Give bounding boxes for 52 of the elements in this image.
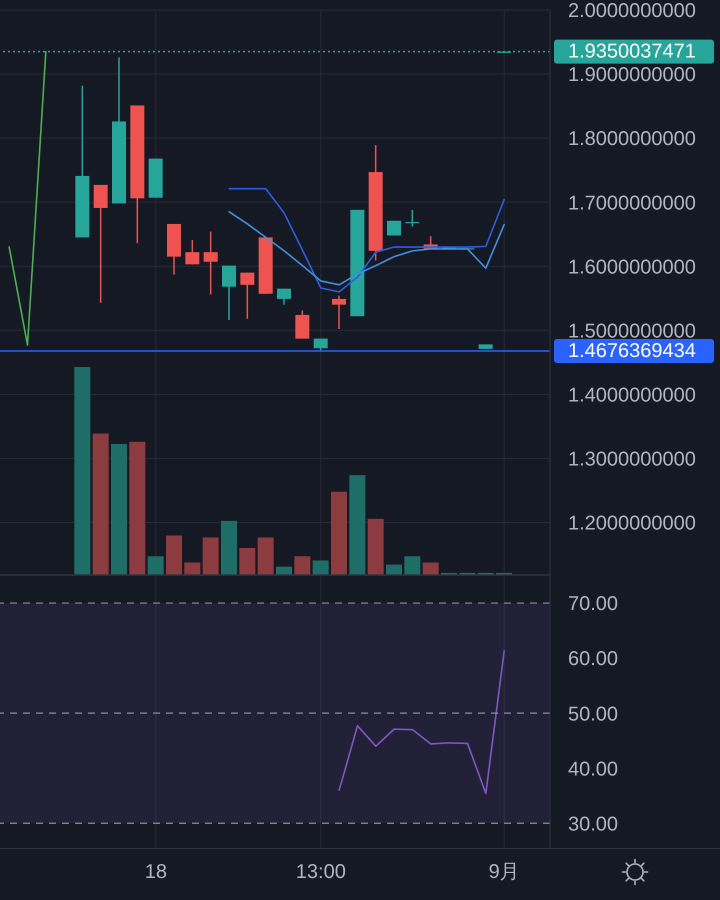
bar [294, 556, 310, 575]
bar [312, 560, 329, 575]
bar [166, 535, 182, 575]
y-tick-label: 40.00 [568, 758, 618, 780]
bar [111, 444, 127, 575]
y-tick-label: 1.3000000000 [568, 448, 696, 471]
bar [74, 367, 90, 575]
y-tick-label: 1.7000000000 [568, 192, 696, 214]
line-series [228, 188, 505, 293]
candlestick [387, 220, 401, 236]
candlestick [277, 288, 291, 306]
bar [92, 434, 109, 575]
line-series [338, 650, 505, 794]
candlestick [332, 294, 346, 330]
bar [368, 518, 384, 575]
y-tick-label: 1.6000000000 [568, 256, 696, 278]
y-tick-label: 30.00 [568, 813, 618, 836]
bar [221, 520, 237, 575]
bar [331, 492, 347, 575]
line-series [228, 210, 505, 286]
candlestick [314, 338, 328, 352]
bar [258, 538, 274, 575]
candlestick [94, 184, 108, 304]
bar [349, 475, 366, 575]
bar [422, 562, 439, 575]
bar [386, 564, 402, 575]
y-tick-label: 1.8000000000 [568, 128, 696, 150]
y-tick-label: 1.2000000000 [568, 512, 696, 535]
bar [239, 548, 256, 575]
x-tick-label: 13:00 [296, 861, 346, 884]
y-tick-label: 2.0000000000 [568, 0, 696, 22]
bar [404, 556, 420, 575]
ref-line-label: 1.9350037471 [568, 40, 696, 63]
bar [184, 562, 200, 575]
candlestick [204, 230, 218, 296]
bar [276, 566, 292, 575]
ref-line-label: 1.4676369434 [568, 340, 696, 362]
candlestick [222, 264, 236, 321]
y-tick-label: 50.00 [568, 703, 618, 726]
candlestick [240, 272, 254, 320]
y-tick-label: 1.4000000000 [568, 384, 696, 406]
y-tick-label: 60.00 [568, 648, 618, 670]
bar [129, 442, 146, 575]
bar [148, 556, 164, 575]
y-tick-label: 70.00 [568, 593, 618, 616]
candlestick [185, 239, 200, 266]
x-tick-label: 18 [144, 861, 167, 884]
y-tick-label: 1.9000000000 [568, 64, 696, 86]
candlestick [295, 310, 310, 340]
y-tick-label: 1.5000000000 [568, 320, 696, 342]
bar [202, 538, 219, 575]
x-tick-label: 9月 [488, 861, 520, 884]
